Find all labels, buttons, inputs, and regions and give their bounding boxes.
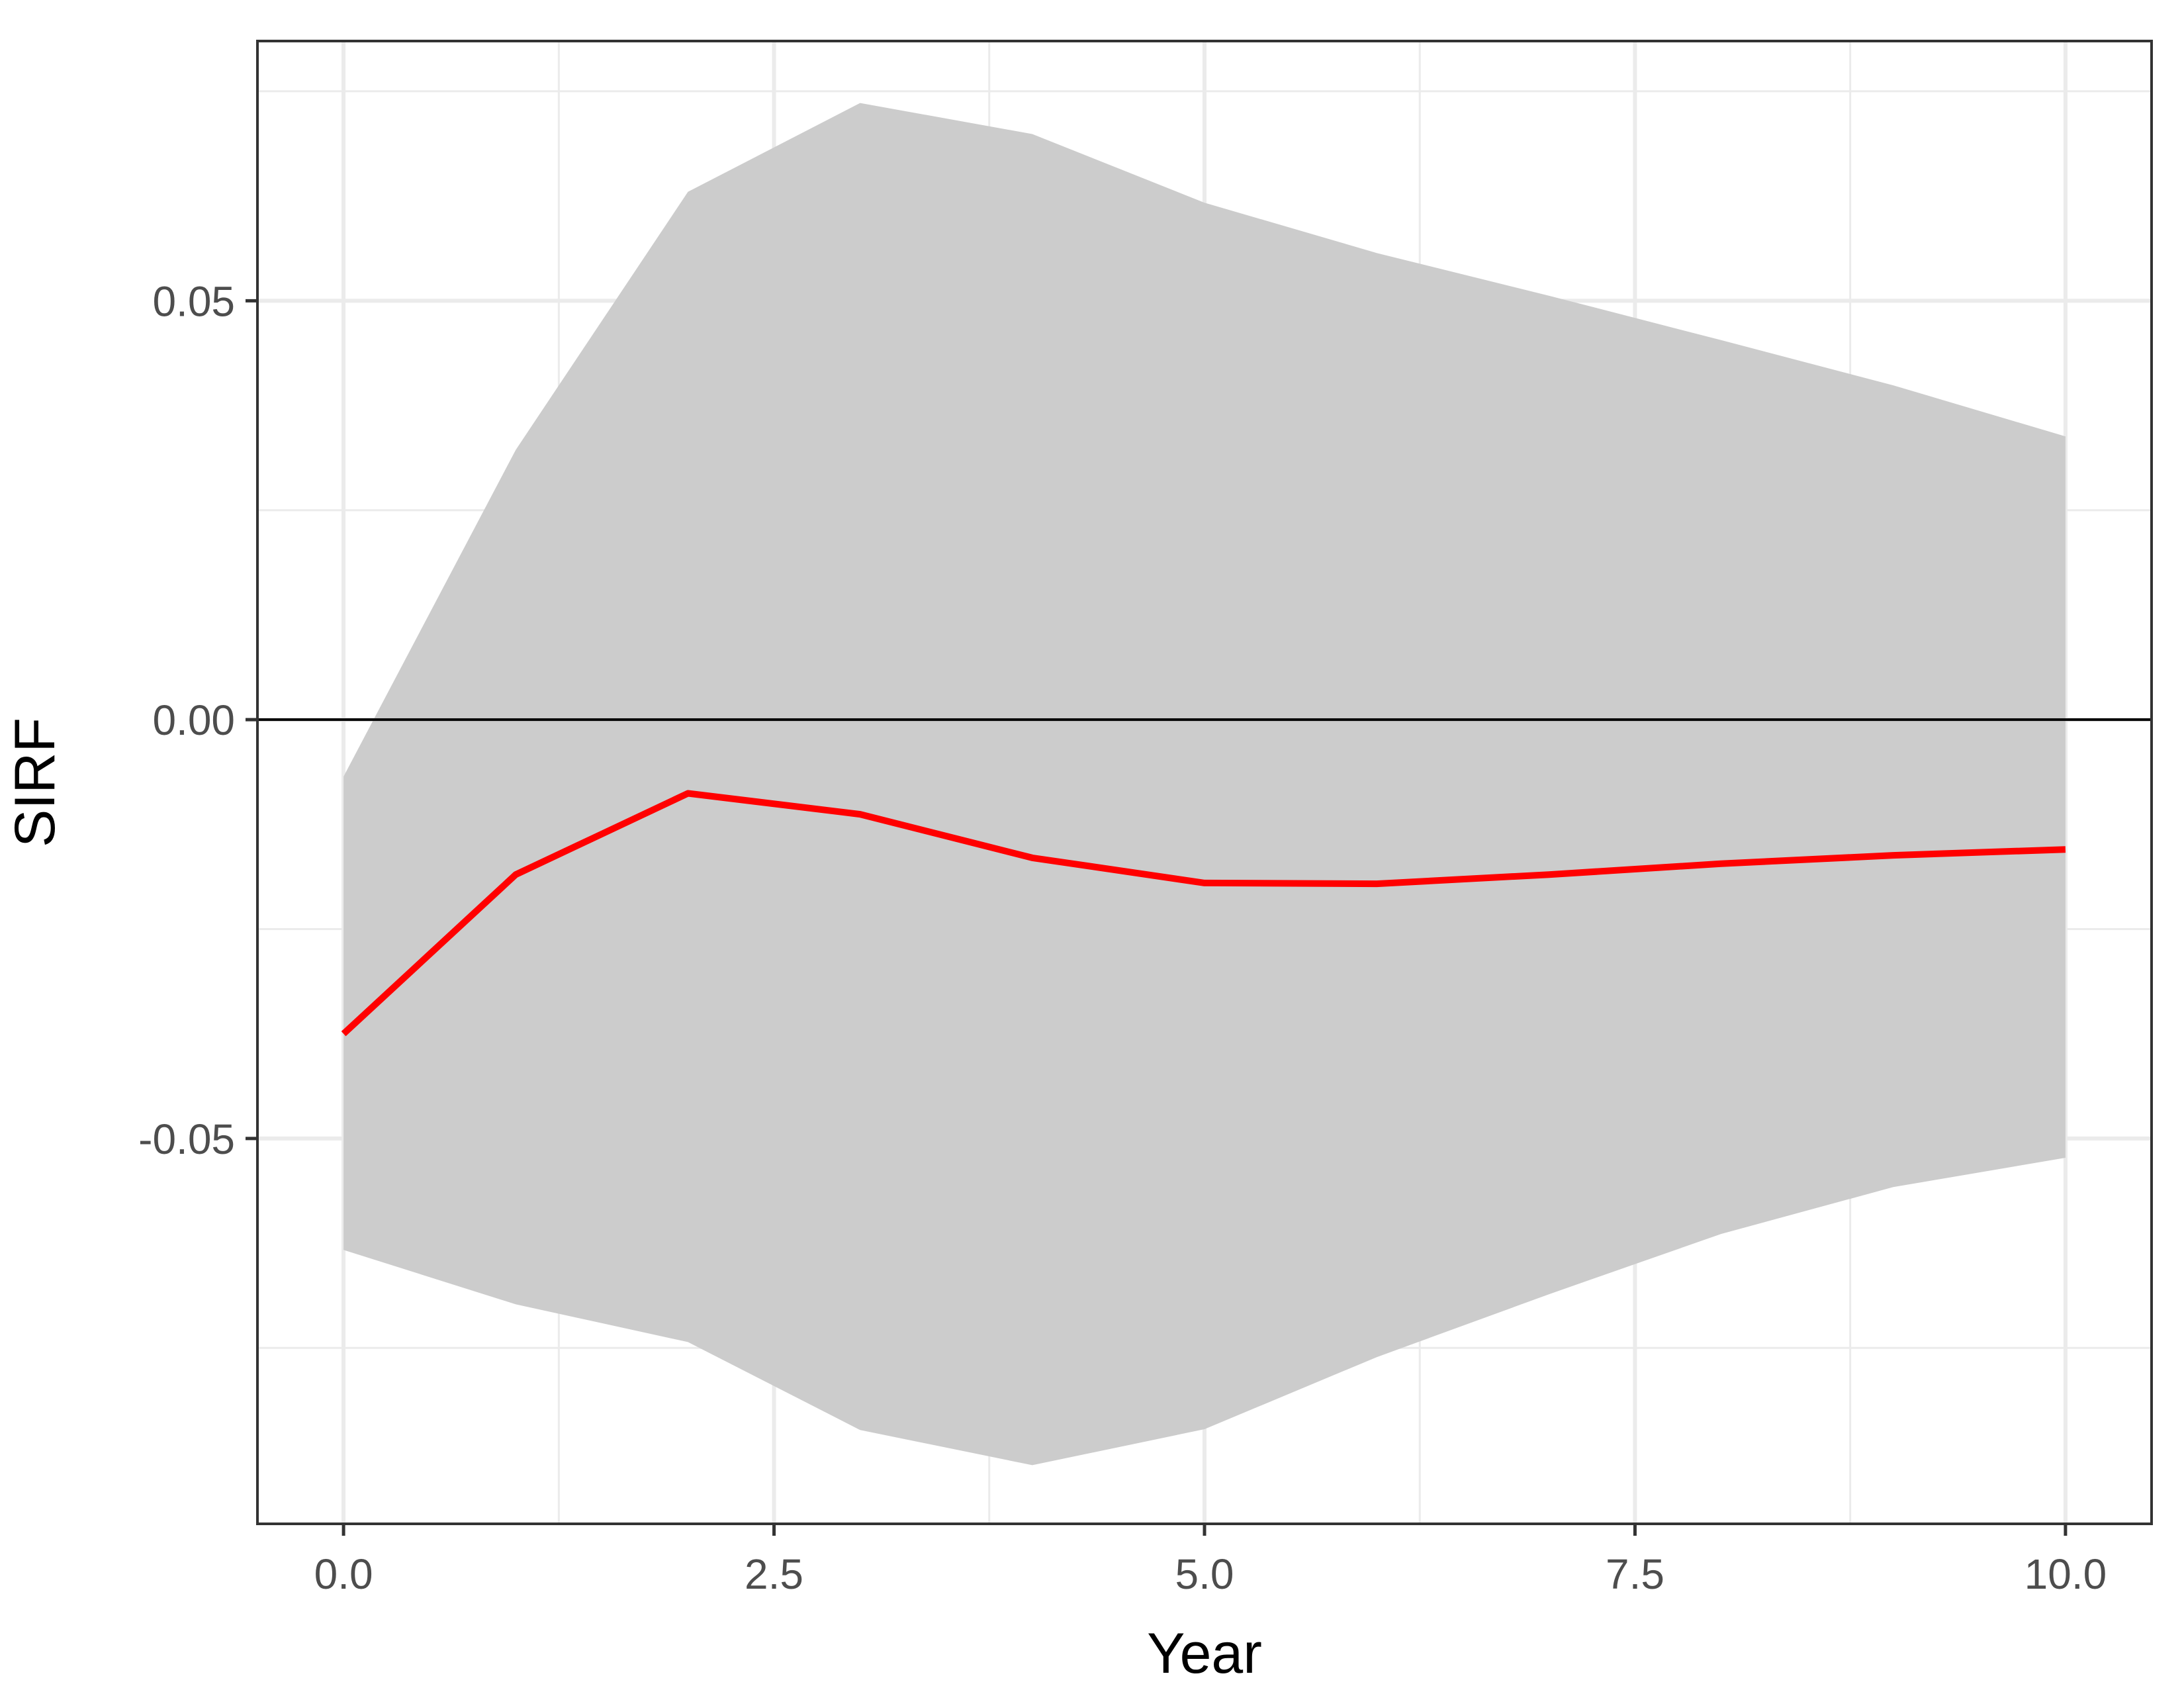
x-tick-label: 10.0 [2025,1550,2107,1598]
x-tick-label: 0.0 [314,1550,373,1598]
y-tick-label: 0.00 [152,696,235,744]
y-tick-label: -0.05 [138,1115,235,1163]
irf-line [341,790,2066,1037]
x-axis: 0.0 2.5 5.0 7.5 10.0 [314,1524,2107,1598]
y-tick-label: 0.05 [152,277,235,325]
y-axis-title: SIRF [3,718,67,847]
y-axis: -0.05 0.00 0.05 [138,277,257,1163]
x-tick-label: 2.5 [745,1550,803,1598]
confidence-band [343,103,2066,1466]
x-tick-label: 7.5 [1606,1550,1664,1598]
x-axis-title: Year [1147,1622,1262,1685]
x-tick-label: 5.0 [1175,1550,1234,1598]
